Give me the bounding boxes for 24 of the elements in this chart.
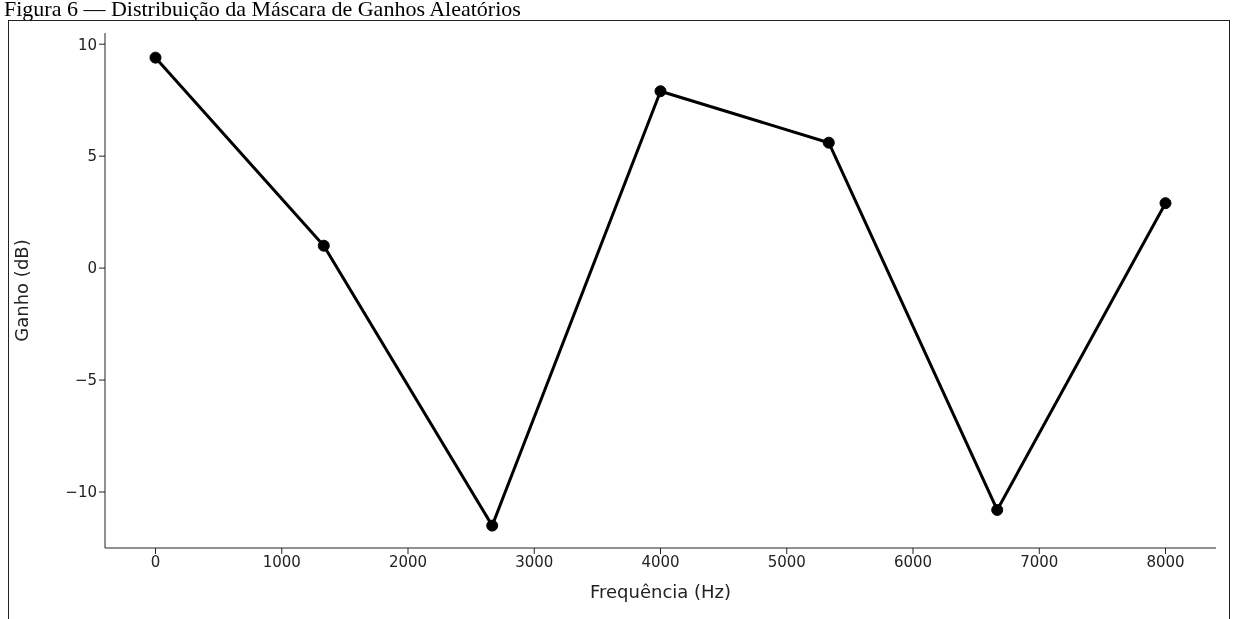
x-tick-label: 4000 bbox=[641, 552, 680, 571]
point bbox=[149, 51, 162, 64]
x-tick-label: 1000 bbox=[262, 552, 301, 571]
x-tick-label: 7000 bbox=[1020, 552, 1059, 571]
point bbox=[317, 239, 330, 252]
x-tick-label: 2000 bbox=[388, 552, 428, 571]
y-tick-label: 5 bbox=[87, 147, 97, 166]
x-tick-label: 5000 bbox=[767, 552, 806, 571]
point bbox=[486, 519, 499, 532]
point bbox=[1159, 197, 1172, 210]
x-tick-label: 0 bbox=[150, 552, 161, 571]
y-tick-label: 0 bbox=[87, 259, 97, 278]
x-tick-label: 6000 bbox=[893, 552, 933, 571]
point bbox=[991, 503, 1004, 516]
x-tick-label: 8000 bbox=[1146, 552, 1185, 571]
chart-title: Figura 6 — Distribuição da Máscara de Ganhos Aleatórios bbox=[4, 0, 521, 22]
point bbox=[822, 136, 835, 149]
y-tick-label: 10 bbox=[77, 35, 97, 54]
y-tick-label: −10 bbox=[65, 483, 97, 502]
x-axis-title: Frequência (Hz) bbox=[589, 581, 732, 602]
point bbox=[654, 85, 667, 98]
x-tick-label: 3000 bbox=[515, 552, 554, 571]
y-tick-label: −5 bbox=[74, 371, 97, 390]
y-axis-title: Ganho (dB) bbox=[11, 239, 33, 342]
